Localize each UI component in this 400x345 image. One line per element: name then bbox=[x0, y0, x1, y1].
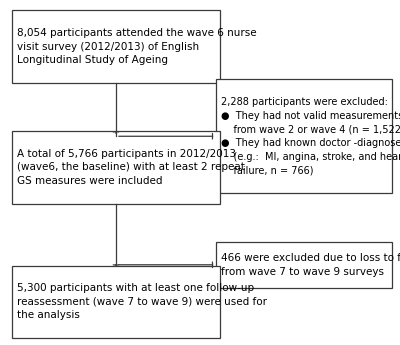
Text: 2,288 participants were excluded:
●  They had not valid measurements on GS
    f: 2,288 participants were excluded: ● They… bbox=[221, 97, 400, 175]
FancyBboxPatch shape bbox=[12, 266, 220, 338]
FancyBboxPatch shape bbox=[12, 131, 220, 204]
Text: A total of 5,766 participants in 2012/2013
(wave6, the baseline) with at least 2: A total of 5,766 participants in 2012/20… bbox=[17, 149, 245, 186]
Text: 8,054 participants attended the wave 6 nurse
visit survey (2012/2013) of English: 8,054 participants attended the wave 6 n… bbox=[17, 28, 257, 65]
FancyBboxPatch shape bbox=[216, 79, 392, 193]
FancyBboxPatch shape bbox=[12, 10, 220, 83]
FancyBboxPatch shape bbox=[216, 241, 392, 288]
Text: 5,300 participants with at least one follow-up
reassessment (wave 7 to wave 9) w: 5,300 participants with at least one fol… bbox=[17, 283, 267, 321]
Text: 466 were excluded due to loss to follow-up
from wave 7 to wave 9 surveys: 466 were excluded due to loss to follow-… bbox=[221, 253, 400, 277]
